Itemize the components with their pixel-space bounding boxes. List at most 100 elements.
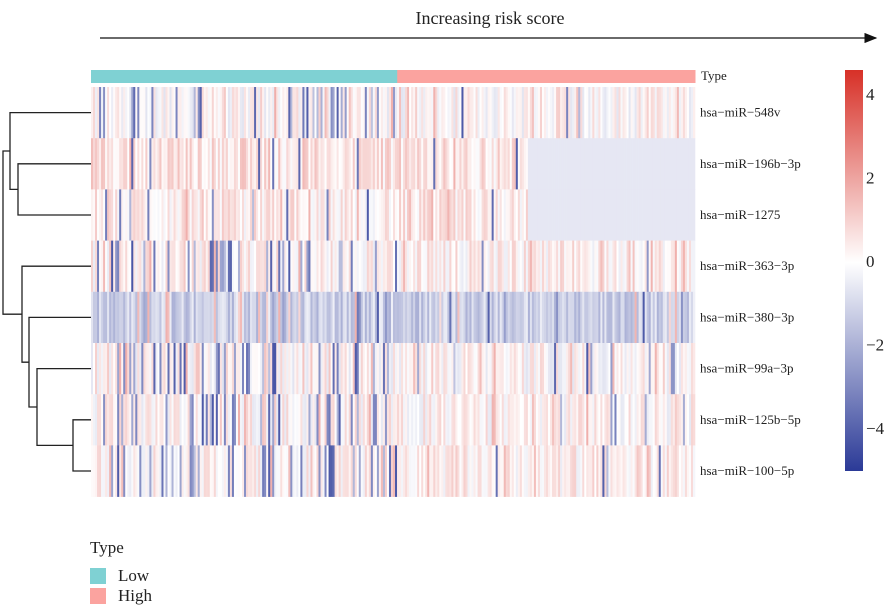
heat-cell (507, 394, 511, 446)
heat-cell (672, 87, 676, 139)
heat-cell (417, 138, 420, 190)
heat-cell (680, 291, 684, 344)
heat-cell (674, 240, 678, 293)
heat-cell (284, 343, 287, 395)
heat-cell (270, 240, 273, 293)
heat-cell (282, 394, 285, 446)
heat-cell (650, 291, 654, 344)
heat-cell (509, 291, 513, 344)
heat-cell (153, 240, 156, 293)
heat-cell (103, 291, 106, 344)
heat-cell (568, 394, 571, 446)
heat-cell (179, 394, 182, 446)
heat-cell (221, 445, 225, 497)
heat-cell (320, 394, 323, 446)
heat-cell (173, 394, 176, 446)
heat-cell (646, 189, 649, 241)
heat-cell (207, 445, 211, 497)
heat-cell (215, 87, 219, 139)
heat-cell (217, 291, 221, 344)
heat-cell (580, 138, 583, 190)
heat-cell (175, 87, 178, 139)
heat-cell (187, 343, 190, 395)
heat-cell (159, 445, 162, 497)
heat-cell (318, 189, 321, 241)
heat-cell (308, 343, 311, 395)
heat-cell (546, 240, 549, 293)
heat-cell (539, 189, 543, 241)
heat-cell (97, 189, 100, 241)
heat-cell (664, 291, 668, 344)
heat-cell (294, 138, 297, 190)
heat-cell (415, 138, 418, 190)
heat-cell (411, 189, 414, 241)
heat-cell (505, 138, 509, 190)
heat-cell (324, 394, 327, 446)
heat-cell (197, 240, 201, 293)
heat-cell (548, 445, 551, 497)
heat-cell (159, 189, 162, 241)
heat-cell (451, 189, 454, 241)
heat-cell (161, 240, 164, 293)
heat-cell (147, 240, 150, 293)
heat-cell (513, 394, 517, 446)
heat-cell (634, 189, 637, 241)
heat-cell (509, 445, 513, 497)
heat-cell (217, 189, 221, 241)
heat-cell (328, 291, 331, 344)
heat-cell (280, 138, 283, 190)
heat-cell (590, 394, 593, 446)
heat-cell (165, 394, 168, 446)
heat-cell (310, 394, 313, 446)
heat-cell (121, 138, 124, 190)
heat-cell (376, 291, 380, 344)
heat-cell (680, 189, 684, 241)
heat-cell (217, 138, 221, 190)
heat-cell (582, 291, 585, 344)
heat-cell (594, 138, 597, 190)
heat-cell (584, 445, 587, 497)
heat-cell (441, 445, 444, 497)
heat-cell (189, 343, 192, 395)
heat-cell (471, 138, 474, 190)
heat-cell (626, 189, 629, 241)
heat-cell (137, 394, 140, 446)
heat-cell (141, 394, 144, 446)
heat-cell (419, 189, 422, 241)
heat-cell (109, 291, 112, 344)
heat-cell (270, 343, 273, 395)
heat-cell (175, 138, 178, 190)
heat-cell (409, 394, 412, 446)
heat-cell (485, 189, 488, 241)
heat-cell (658, 343, 662, 395)
heat-cell (499, 189, 503, 241)
heat-cell (544, 240, 547, 293)
heat-cell (199, 394, 203, 446)
heat-cell (348, 445, 352, 497)
heat-cell (177, 138, 180, 190)
heat-cell (215, 189, 219, 241)
heat-cell (390, 343, 394, 395)
heat-cell (503, 343, 507, 395)
heat-cell (469, 189, 472, 241)
heat-cell (497, 240, 500, 293)
heat-cell (692, 394, 696, 446)
heat-cell (137, 343, 140, 395)
heat-cell (260, 394, 263, 446)
heat-cell (231, 394, 235, 446)
heat-cell (493, 394, 496, 446)
heat-cell (405, 291, 408, 344)
heat-cell (175, 445, 178, 497)
heat-cell (382, 240, 386, 293)
heat-cell (336, 343, 339, 395)
heat-cell (354, 343, 358, 395)
heat-cell (539, 445, 543, 497)
heat-cell (467, 445, 470, 497)
heat-cell (656, 394, 660, 446)
heat-cell (568, 445, 571, 497)
heat-cell (564, 138, 567, 190)
heat-cell (141, 189, 144, 241)
heat-cell (479, 240, 482, 293)
heat-cell (578, 189, 581, 241)
heat-cell (558, 343, 561, 395)
